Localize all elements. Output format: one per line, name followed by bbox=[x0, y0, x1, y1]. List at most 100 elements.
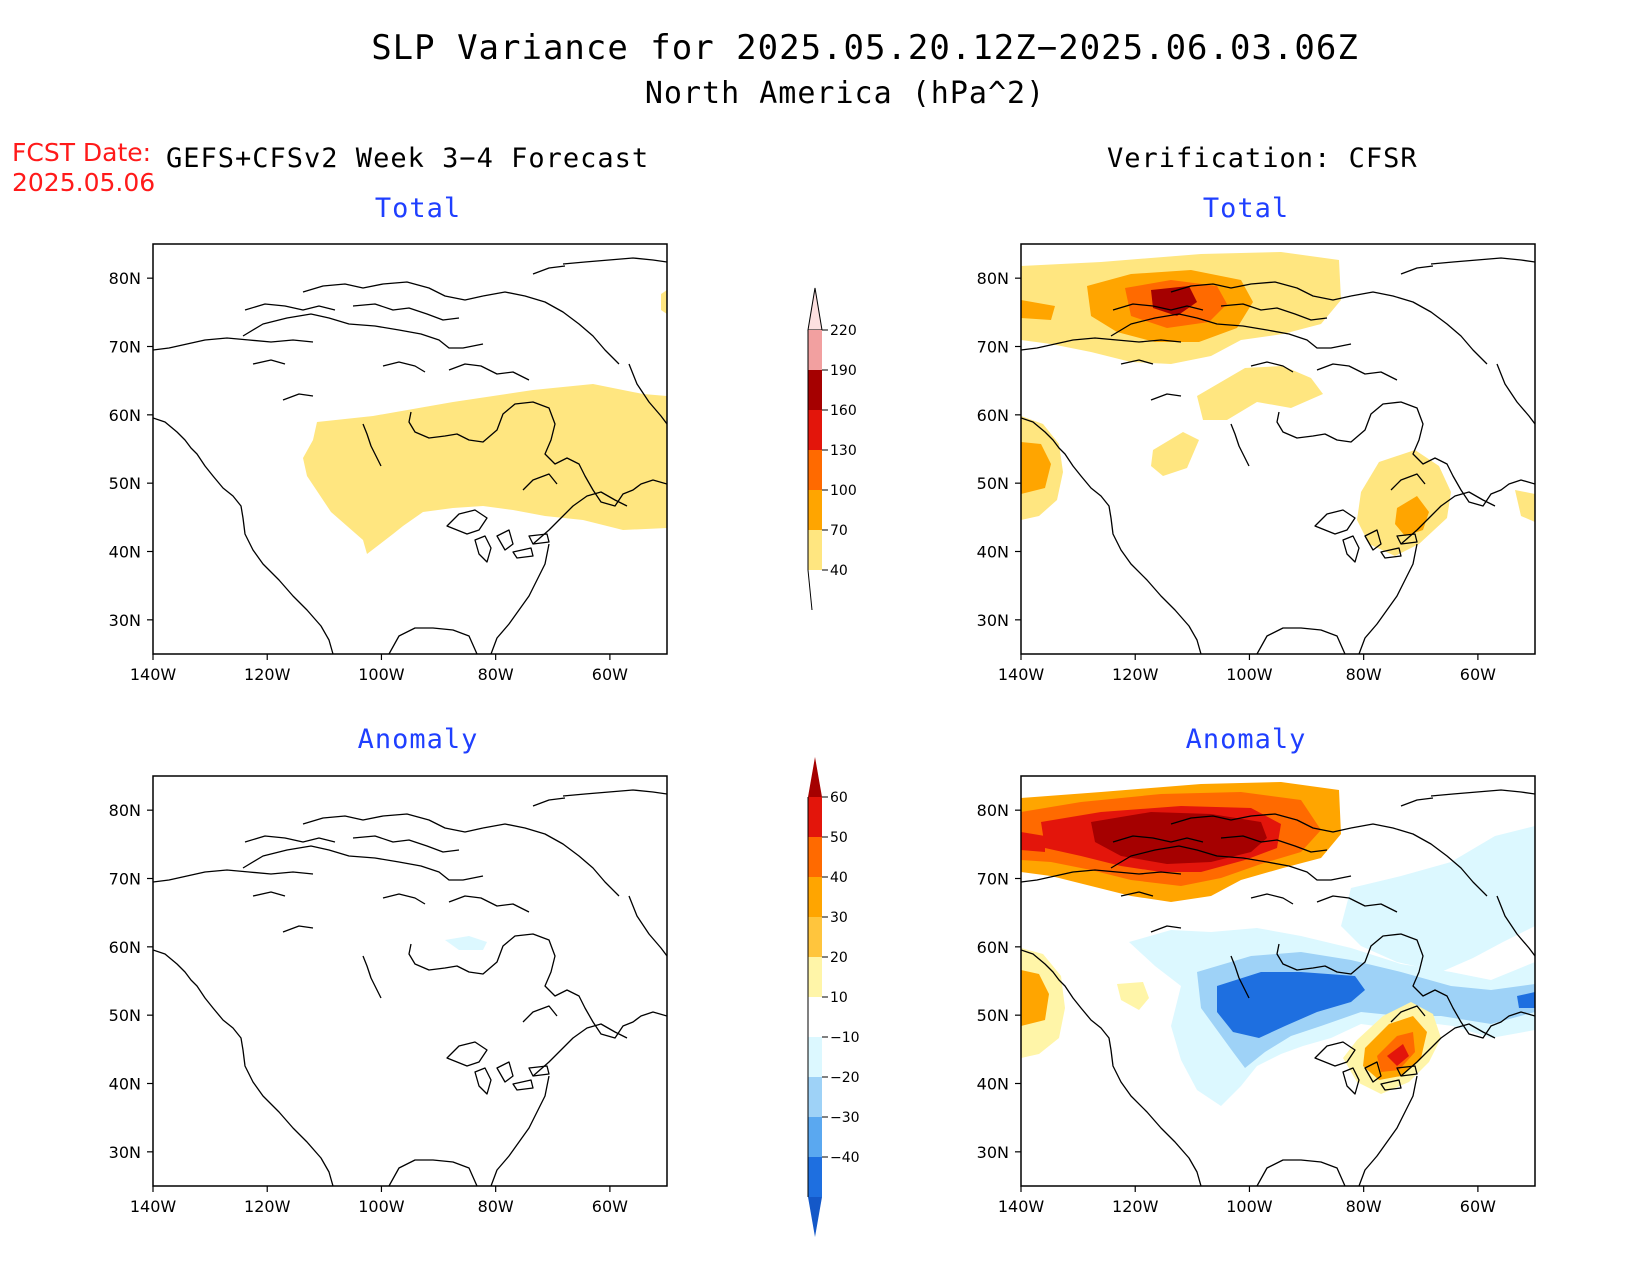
lat-label: 30N bbox=[109, 1143, 141, 1162]
colorbar-label: 50 bbox=[830, 830, 848, 846]
colorbar-label: 160 bbox=[830, 403, 857, 419]
colorbar-swatch bbox=[808, 1157, 822, 1197]
colorbar-swatch bbox=[808, 797, 822, 837]
map-frame bbox=[152, 775, 668, 1187]
colorbar-label: 30 bbox=[830, 910, 848, 926]
lat-label: 60N bbox=[977, 406, 1009, 425]
colorbar-label: −20 bbox=[830, 1070, 860, 1086]
colorbar-label: 10 bbox=[830, 990, 848, 1006]
lat-label: 30N bbox=[977, 1143, 1009, 1162]
lon-label: 120W bbox=[244, 665, 291, 684]
lon-label: 120W bbox=[1112, 1197, 1159, 1216]
map-frame bbox=[1020, 775, 1536, 1187]
shaded-region bbox=[661, 290, 667, 314]
lon-label: 60W bbox=[1460, 1197, 1496, 1216]
lat-label: 80N bbox=[977, 801, 1009, 820]
lat-label: 40N bbox=[109, 543, 141, 562]
lat-label: 30N bbox=[977, 611, 1009, 630]
lon-label: 140W bbox=[130, 665, 177, 684]
colorbar-swatch bbox=[808, 450, 822, 490]
lon-label: 100W bbox=[1226, 1197, 1273, 1216]
main-title: SLP Variance for 2025.05.20.12Z−2025.06.… bbox=[371, 28, 1359, 68]
lat-label: 80N bbox=[977, 269, 1009, 288]
lon-label: 140W bbox=[998, 1197, 1045, 1216]
colorbar-cap bbox=[808, 757, 822, 797]
shaded-region bbox=[1021, 300, 1055, 320]
colorbar-swatch bbox=[808, 837, 822, 877]
colorbar-cap bbox=[808, 570, 822, 610]
colorbar-swatch bbox=[808, 957, 822, 997]
shaded-region bbox=[1117, 982, 1149, 1010]
colorbar-label: −10 bbox=[830, 1030, 860, 1046]
lon-label: 120W bbox=[244, 1197, 291, 1216]
shaded-region bbox=[1357, 450, 1451, 556]
lat-label: 70N bbox=[109, 870, 141, 889]
lon-label: 140W bbox=[998, 665, 1045, 684]
coastline bbox=[153, 789, 667, 1186]
map-frame bbox=[1020, 243, 1536, 655]
colorbar-label: 70 bbox=[830, 523, 848, 539]
anomaly-colorbar: 60 50 40 30 20 10 −10 −20 −30 −40 bbox=[807, 757, 860, 1237]
map-frame bbox=[152, 243, 668, 655]
verification-column-title: Verification: CFSR bbox=[1107, 143, 1418, 174]
lon-label: 60W bbox=[592, 665, 628, 684]
forecast-anomaly-title: Anomaly bbox=[357, 724, 479, 755]
lon-label: 100W bbox=[1226, 665, 1273, 684]
lat-label: 50N bbox=[109, 1006, 141, 1025]
lat-label: 40N bbox=[109, 1075, 141, 1094]
colorbar-swatch bbox=[808, 330, 822, 370]
shaded-region bbox=[1197, 366, 1323, 420]
lon-label: 80W bbox=[478, 1197, 514, 1216]
colorbar-cap bbox=[807, 287, 823, 331]
colorbar-label: 220 bbox=[830, 323, 857, 339]
lon-label: 80W bbox=[478, 665, 514, 684]
lat-label: 50N bbox=[977, 474, 1009, 493]
shaded-region bbox=[1387, 1044, 1409, 1066]
lat-label: 40N bbox=[977, 543, 1009, 562]
verif-total-map-panel: 80N 70N 60N 50N 40N 30N 140W 120W 100W 80W 60W bbox=[977, 243, 1536, 684]
colorbar-swatch bbox=[808, 490, 822, 530]
lat-label: 40N bbox=[977, 1075, 1009, 1094]
shaded-region bbox=[303, 384, 667, 554]
colorbar-swatch bbox=[808, 370, 822, 410]
colorbar-label: 40 bbox=[830, 870, 848, 886]
colorbar-label: 20 bbox=[830, 950, 848, 966]
colorbar-swatch bbox=[808, 997, 822, 1037]
lat-label: 60N bbox=[109, 406, 141, 425]
fcst-date-value: 2025.05.06 bbox=[12, 168, 156, 197]
colorbar-label: −40 bbox=[830, 1150, 860, 1166]
shaded-region bbox=[1517, 992, 1535, 1008]
lon-label: 140W bbox=[130, 1197, 177, 1216]
lat-label: 70N bbox=[109, 338, 141, 357]
lon-label: 80W bbox=[1346, 665, 1382, 684]
colorbar-label: 60 bbox=[830, 790, 848, 806]
colorbar-swatch bbox=[808, 1037, 822, 1077]
lat-label: 70N bbox=[977, 870, 1009, 889]
lat-label: 50N bbox=[109, 474, 141, 493]
lon-label: 80W bbox=[1346, 1197, 1382, 1216]
forecast-total-title: Total bbox=[374, 193, 462, 224]
fcst-date-label: FCST Date: bbox=[12, 138, 152, 167]
lat-label: 80N bbox=[109, 801, 141, 820]
lon-label: 60W bbox=[592, 1197, 628, 1216]
verif-anomaly-map-panel: 80N 70N 60N 50N 40N 30N 140W 120W 100W 80W 60W bbox=[977, 775, 1536, 1216]
verification-anomaly-title: Anomaly bbox=[1185, 724, 1307, 755]
lat-label: 60N bbox=[977, 938, 1009, 957]
shaded-region bbox=[445, 936, 487, 950]
colorbar-label: −30 bbox=[830, 1110, 860, 1126]
shaded-region bbox=[1021, 970, 1049, 1026]
verification-total-title: Total bbox=[1202, 193, 1290, 224]
shaded-region bbox=[1021, 442, 1051, 494]
colorbar-label: 190 bbox=[830, 363, 857, 379]
colorbar-cap bbox=[808, 1197, 822, 1237]
lon-label: 60W bbox=[1460, 665, 1496, 684]
colorbar-swatch bbox=[808, 530, 822, 570]
colorbar-label: 100 bbox=[830, 483, 857, 499]
forecast-total-map-panel: 80N 70N 60N 50N 40N 30N 140W 120W 100W 80W 60W bbox=[109, 243, 668, 684]
main-subtitle: North America (hPa^2) bbox=[644, 76, 1046, 111]
forecast-anomaly-map-panel: 80N 70N 60N 50N 40N 30N 140W 120W 100W 80W 60W bbox=[109, 775, 668, 1216]
shaded-region bbox=[1021, 832, 1045, 852]
lat-label: 80N bbox=[109, 269, 141, 288]
lat-label: 70N bbox=[977, 338, 1009, 357]
